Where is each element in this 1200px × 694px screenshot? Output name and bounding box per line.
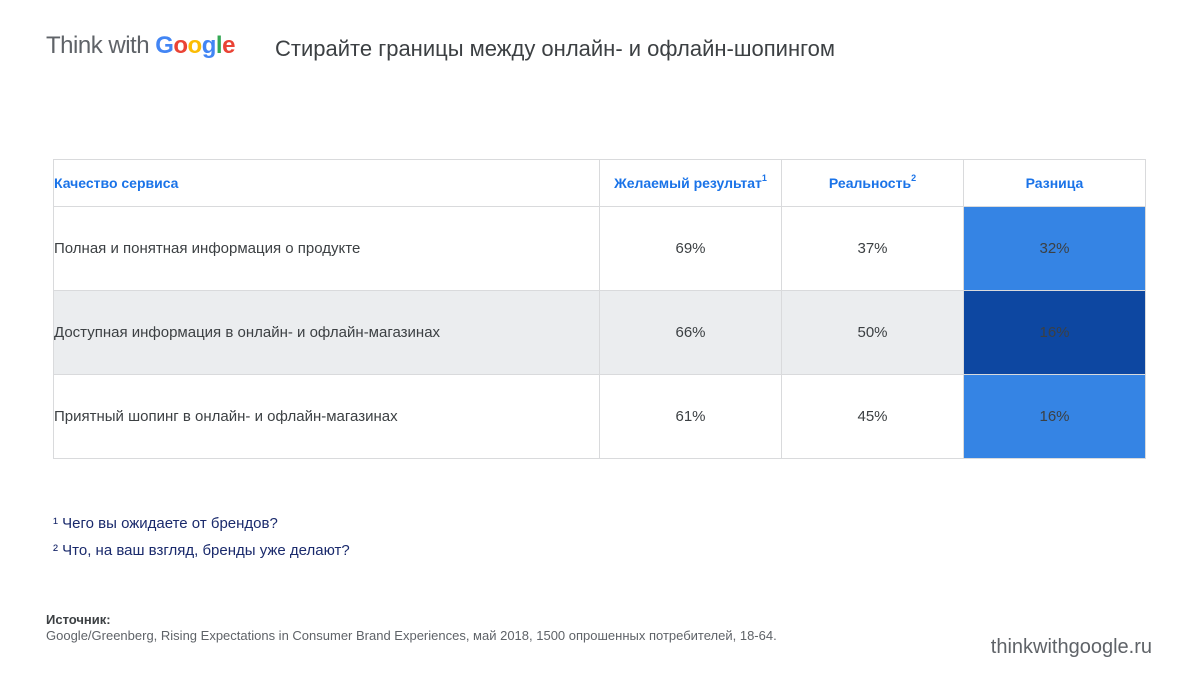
footnote-1: ¹ Чего вы ожидаете от брендов? xyxy=(53,515,278,532)
footnote-2: ² Что, на ваш взгляд, бренды уже делают? xyxy=(53,542,350,559)
table-header-row: Качество сервиса Желаемый результат1 Реа… xyxy=(53,159,1146,207)
logo-letter: G xyxy=(155,32,174,59)
footnotes: ¹ Чего вы ожидаете от брендов? ² Что, на… xyxy=(53,510,350,564)
site-url: thinkwithgoogle.ru xyxy=(990,636,1152,658)
reality-value: 45% xyxy=(781,374,964,459)
footnote-marker: 2 xyxy=(911,173,917,183)
logo-letter: l xyxy=(215,32,223,59)
logo-prefix: Think with xyxy=(46,32,156,59)
row-label: Полная и понятная информация о продукте xyxy=(53,206,600,291)
think-with-google-logo: Think with Google xyxy=(46,32,235,60)
desired-value: 66% xyxy=(599,290,782,375)
column-header-quality: Качество сервиса xyxy=(53,159,600,207)
reality-value: 50% xyxy=(781,290,964,375)
difference-value: 16% xyxy=(963,290,1146,375)
column-header-desired: Желаемый результат1 xyxy=(599,159,782,207)
column-header-difference: Разница xyxy=(963,159,1146,207)
logo-letter: o xyxy=(173,32,188,59)
desired-value: 61% xyxy=(599,374,782,459)
comparison-table: Качество сервиса Желаемый результат1 Реа… xyxy=(53,159,1146,459)
source-label: Источник: xyxy=(46,612,111,627)
logo-letter: o xyxy=(187,32,203,59)
table-row: Приятный шопинг в онлайн- и офлайн-магаз… xyxy=(53,374,1146,459)
desired-value: 69% xyxy=(599,206,782,291)
row-label: Приятный шопинг в онлайн- и офлайн-магаз… xyxy=(53,374,600,459)
logo-letter: g xyxy=(201,32,217,59)
footnote-marker: 1 xyxy=(761,173,767,183)
source-text: Google/Greenberg, Rising Expectations in… xyxy=(46,628,777,643)
difference-value: 32% xyxy=(963,206,1146,291)
row-label: Доступная информация в онлайн- и офлайн-… xyxy=(53,290,600,375)
column-header-reality: Реальность2 xyxy=(781,159,964,207)
table-row: Доступная информация в онлайн- и офлайн-… xyxy=(53,290,1146,375)
source-note: Источник: Google/Greenberg, Rising Expec… xyxy=(46,612,806,644)
page-title: Стирайте границы между онлайн- и офлайн-… xyxy=(275,36,835,61)
table-row: Полная и понятная информация о продукте … xyxy=(53,206,1146,291)
reality-value: 37% xyxy=(781,206,964,291)
logo-letter: e xyxy=(222,32,235,59)
difference-value: 16% xyxy=(963,374,1146,459)
